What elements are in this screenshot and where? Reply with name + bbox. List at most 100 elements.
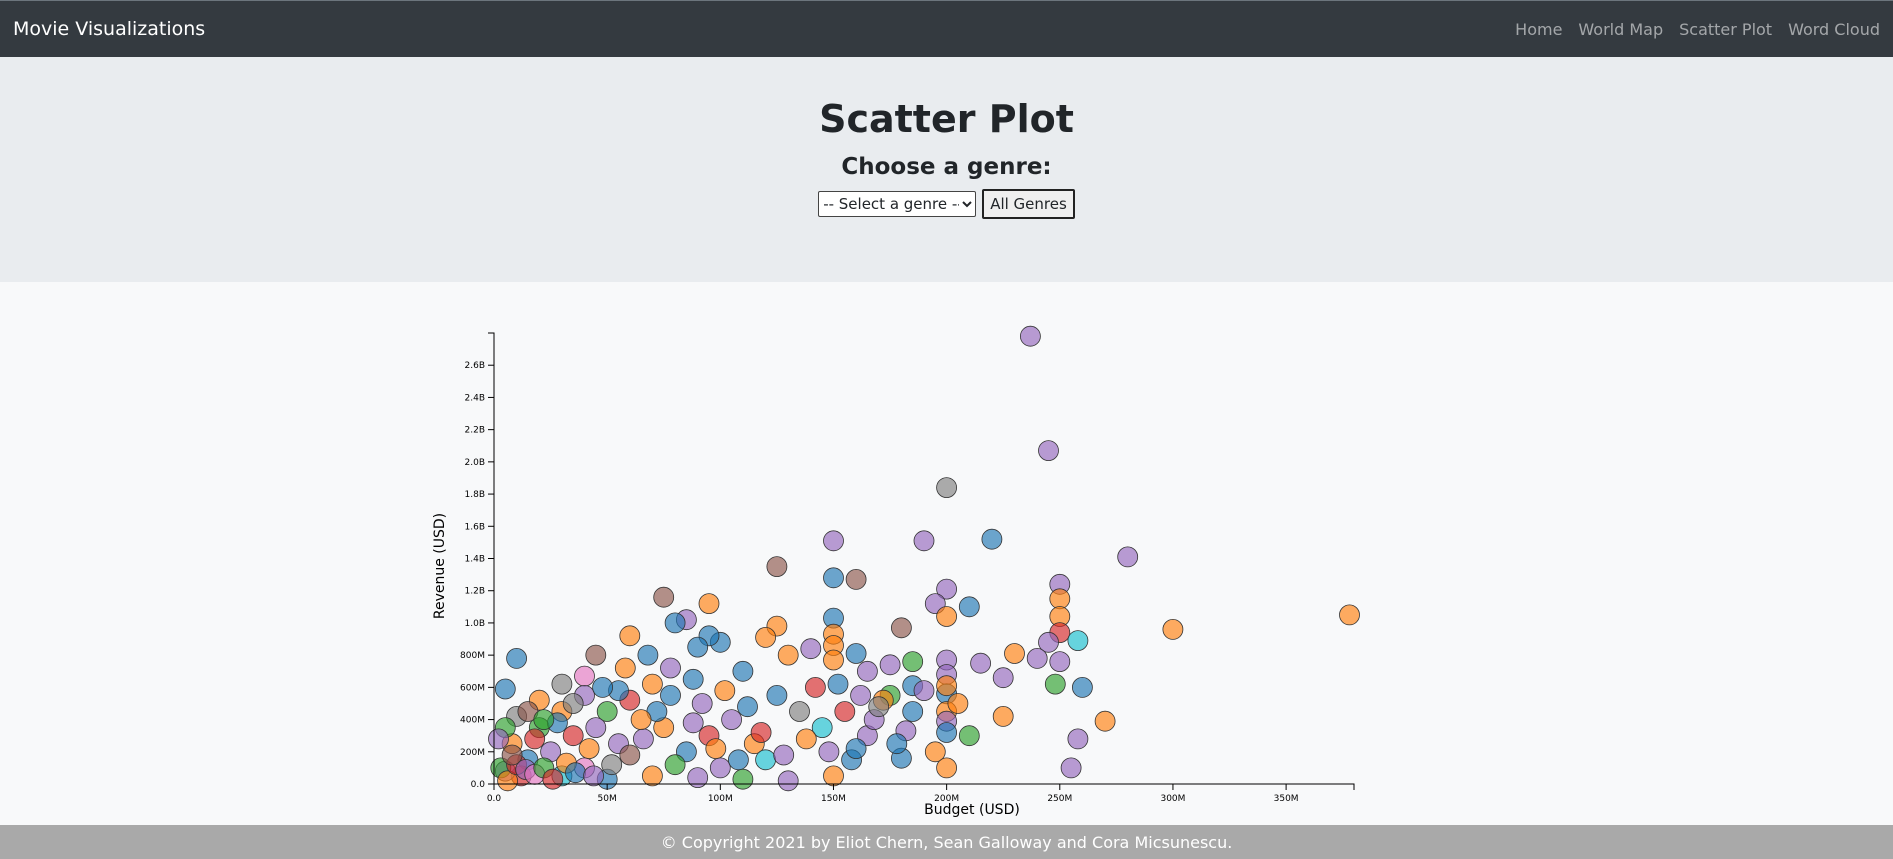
scatter-point[interactable]: [823, 765, 844, 787]
scatter-point[interactable]: [1026, 647, 1048, 669]
scatter-point[interactable]: [585, 644, 607, 666]
scatter-point[interactable]: [542, 768, 564, 790]
scatter-point[interactable]: [766, 556, 788, 578]
scatter-point[interactable]: [698, 593, 720, 615]
scatter-point[interactable]: [497, 770, 519, 792]
scatter-point[interactable]: [619, 744, 641, 766]
scatter-point[interactable]: [687, 767, 709, 789]
scatter-point[interactable]: [1049, 651, 1071, 673]
scatter-point[interactable]: [1072, 676, 1093, 698]
scatter-point[interactable]: [886, 733, 908, 755]
nav-link-home[interactable]: Home: [1515, 19, 1563, 39]
scatter-point[interactable]: [992, 705, 1014, 727]
scatter-point[interactable]: [488, 728, 509, 750]
scatter-point[interactable]: [795, 728, 817, 750]
scatter-point[interactable]: [936, 757, 957, 779]
genre-select[interactable]: -- Select a genre --: [818, 191, 977, 217]
scatter-point[interactable]: [868, 696, 890, 718]
scatter-point[interactable]: [755, 749, 776, 771]
scatter-point[interactable]: [732, 768, 754, 790]
scatter-point[interactable]: [562, 693, 584, 714]
scatter-point[interactable]: [565, 762, 586, 784]
scatter-point[interactable]: [1044, 673, 1066, 695]
scatter-point[interactable]: [562, 725, 584, 747]
scatter-point[interactable]: [845, 643, 867, 664]
scatter-point[interactable]: [709, 757, 731, 779]
scatter-point[interactable]: [642, 765, 663, 787]
scatter-point[interactable]: [879, 654, 901, 676]
scatter-point[interactable]: [1067, 728, 1089, 750]
scatter-point[interactable]: [574, 665, 595, 687]
scatter-point[interactable]: [845, 738, 867, 760]
scatter-point[interactable]: [789, 701, 810, 722]
scatter-point[interactable]: [714, 680, 736, 702]
scatter-point[interactable]: [818, 741, 840, 763]
scatter-point[interactable]: [585, 717, 607, 739]
scatter-point[interactable]: [533, 709, 555, 731]
scatter-point[interactable]: [811, 717, 833, 739]
nav-link-word-cloud[interactable]: Word Cloud: [1788, 19, 1880, 39]
scatter-point[interactable]: [614, 657, 636, 679]
scatter-point[interactable]: [583, 765, 604, 787]
scatter-point[interactable]: [501, 744, 523, 766]
scatter-point[interactable]: [596, 701, 618, 722]
scatter-point[interactable]: [653, 586, 675, 608]
scatter-point[interactable]: [1339, 604, 1360, 626]
scatter-point[interactable]: [913, 530, 935, 552]
scatter-point[interactable]: [958, 596, 980, 618]
scatter-point[interactable]: [936, 675, 957, 697]
all-genres-button[interactable]: All Genres: [982, 189, 1075, 219]
scatter-point[interactable]: [857, 660, 878, 682]
scatter-point[interactable]: [1117, 546, 1139, 568]
scatter-point[interactable]: [827, 673, 849, 695]
scatter-point[interactable]: [902, 701, 924, 722]
brand-link[interactable]: Movie Visualizations: [13, 18, 206, 40]
scatter-point[interactable]: [845, 568, 867, 590]
scatter-point[interactable]: [834, 701, 856, 722]
scatter-point[interactable]: [823, 530, 844, 552]
scatter-point[interactable]: [850, 684, 871, 706]
scatter-point[interactable]: [705, 738, 727, 760]
scatter-point[interactable]: [721, 709, 742, 731]
scatter-point[interactable]: [601, 754, 623, 776]
scatter-point[interactable]: [902, 651, 924, 673]
scatter-point[interactable]: [592, 676, 613, 698]
scatter-point[interactable]: [947, 693, 969, 714]
scatter-point[interactable]: [578, 738, 600, 760]
scatter-point[interactable]: [1060, 757, 1082, 779]
scatter-point[interactable]: [506, 647, 527, 669]
scatter-point[interactable]: [924, 741, 946, 763]
scatter-point[interactable]: [755, 626, 776, 648]
scatter-point[interactable]: [1067, 630, 1089, 652]
scatter-point[interactable]: [777, 770, 799, 792]
scatter-point[interactable]: [637, 644, 659, 666]
scatter-point[interactable]: [981, 528, 1003, 550]
scatter-point[interactable]: [1004, 643, 1025, 664]
scatter-point[interactable]: [687, 636, 709, 658]
scatter-point[interactable]: [936, 477, 957, 499]
scatter-point[interactable]: [633, 728, 654, 750]
scatter-point[interactable]: [691, 693, 713, 714]
scatter-point[interactable]: [766, 684, 788, 706]
scatter-point[interactable]: [682, 712, 704, 734]
scatter-point[interactable]: [750, 722, 772, 743]
scatter-point[interactable]: [1094, 710, 1116, 732]
scatter-point[interactable]: [1162, 618, 1184, 640]
scatter-point[interactable]: [1049, 588, 1071, 610]
scatter-point[interactable]: [958, 725, 980, 747]
scatter-point[interactable]: [1038, 631, 1059, 653]
scatter-point[interactable]: [773, 744, 795, 766]
nav-link-world-map[interactable]: World Map: [1578, 19, 1664, 39]
scatter-point[interactable]: [1020, 325, 1041, 347]
scatter-point[interactable]: [551, 673, 573, 695]
scatter-point[interactable]: [630, 709, 652, 731]
scatter-point[interactable]: [619, 625, 641, 647]
scatter-point[interactable]: [660, 657, 681, 679]
scatter-point[interactable]: [936, 606, 957, 627]
scatter-point[interactable]: [992, 667, 1014, 689]
scatter-point[interactable]: [524, 728, 546, 750]
scatter-point[interactable]: [823, 649, 844, 671]
scatter-point[interactable]: [737, 696, 758, 718]
scatter-point[interactable]: [805, 676, 826, 698]
scatter-point[interactable]: [1038, 440, 1059, 462]
